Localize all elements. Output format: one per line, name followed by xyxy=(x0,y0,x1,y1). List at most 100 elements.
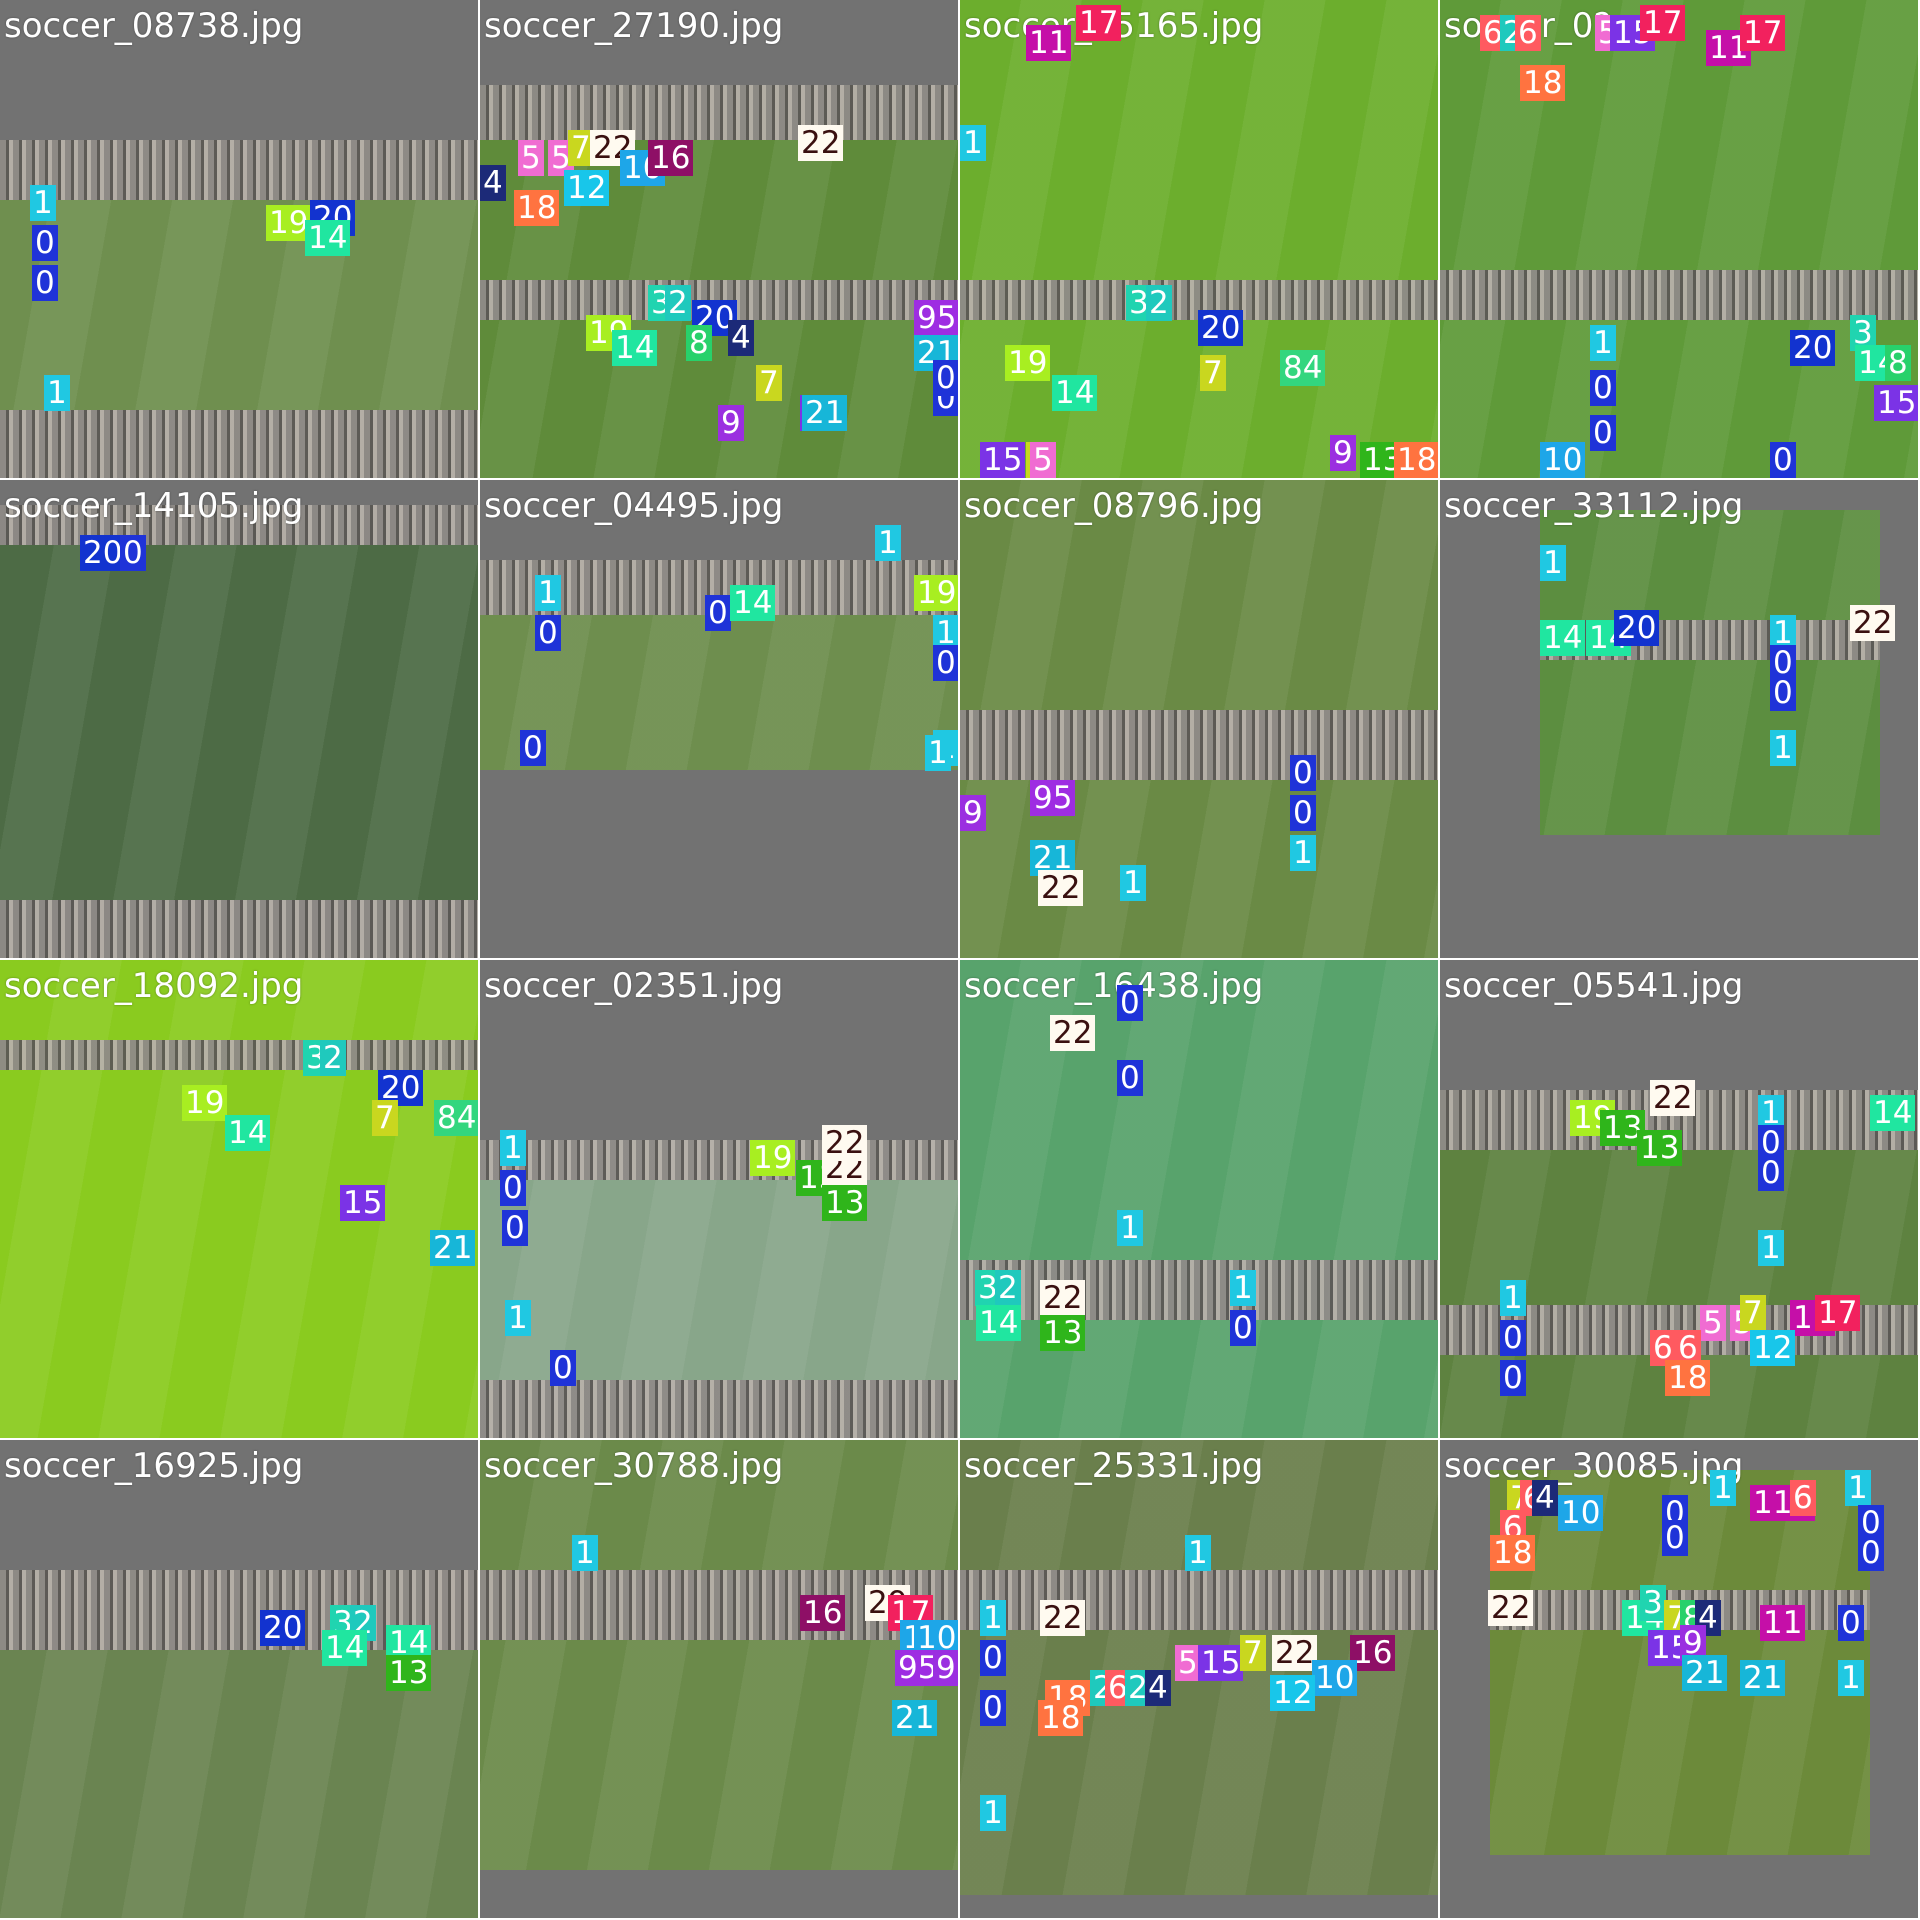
class-label-box: 9 xyxy=(1330,435,1356,471)
stadium-stand xyxy=(480,85,958,140)
class-label-box: 13 xyxy=(1637,1130,1682,1166)
class-label-box: 0 xyxy=(1290,755,1316,791)
class-label-box: 0 xyxy=(1662,1520,1688,1556)
class-label-box: 7 xyxy=(1200,355,1226,391)
class-label-box: 3 xyxy=(1640,1585,1666,1621)
mosaic-tile: soccer_08796.jpg 9 95 21 22 1 0 0 1 xyxy=(960,480,1438,958)
class-label-box: 10 xyxy=(1312,1660,1357,1696)
class-label-box: 1 xyxy=(980,1795,1006,1831)
class-label-box: 1 xyxy=(535,575,561,611)
stadium-stand xyxy=(0,140,478,200)
class-label-box: 1 xyxy=(500,1130,526,1166)
tile-filename: soccer_18092.jpg xyxy=(4,966,303,1006)
class-label-box: 1 xyxy=(1590,325,1616,361)
class-label-box: 1 xyxy=(925,735,951,771)
class-label-box: 1 xyxy=(1838,1660,1864,1696)
class-label-box: 1 xyxy=(30,185,56,221)
mosaic-tile: soccer_14105.jpg 20 0 xyxy=(0,480,478,958)
tile-photo xyxy=(960,960,1438,1438)
class-label-box: 16 xyxy=(648,140,693,176)
class-label-box: 4 xyxy=(480,165,506,201)
class-label-box: 19 xyxy=(182,1085,227,1121)
class-label-box: 2 xyxy=(995,1270,1021,1306)
class-label-box: 0 xyxy=(980,1640,1006,1676)
class-label-box: 14 xyxy=(976,1305,1021,1341)
tile-filename: soccer_27190.jpg xyxy=(484,6,783,46)
class-label-box: 0 xyxy=(520,730,546,766)
mosaic-tile: soccer_08738.jpg 1 0 0 1 19 20 14 xyxy=(0,0,478,478)
class-label-box: 8 xyxy=(686,325,712,361)
stadium-stand xyxy=(960,710,1438,780)
class-label-box: 20 xyxy=(1790,330,1835,366)
class-label-box: 7 xyxy=(372,1100,398,1136)
class-label-box: 22 xyxy=(1040,1280,1085,1316)
class-label-box: 1 xyxy=(960,125,986,161)
class-label-box: 84 xyxy=(434,1100,478,1136)
class-label-box: 1 xyxy=(980,1600,1006,1636)
class-label-box: 0 xyxy=(705,595,731,631)
class-label-box: 21 xyxy=(430,1230,475,1266)
class-label-box: 1 xyxy=(1770,730,1796,766)
class-label-box: 1 xyxy=(44,375,70,411)
mosaic-tile: soccer_27190.jpg 22 5 5 7 22 10 16 4 18 12 3 2 20 19 14… xyxy=(480,0,958,478)
class-label-box: 95 xyxy=(914,300,958,336)
class-label-box: 11 xyxy=(1026,25,1071,61)
class-label-box: 1 xyxy=(1710,1470,1736,1506)
mosaic-tile: soccer_33112.jpg 1 14 14 20 1 0 0 1 22 xyxy=(1440,480,1918,958)
mosaic-tile: soccer_16438.jpg 22 0 0 1 3 2 22 14 13 1 0 xyxy=(960,960,1438,1438)
class-label-box: 20 xyxy=(260,1610,305,1646)
tile-photo xyxy=(960,0,1438,478)
class-label-box: 9 xyxy=(960,795,986,831)
class-label-box: 1 xyxy=(1290,835,1316,871)
mosaic-tile: soccer_18092.jpg 3 2 20 19 7 84 14 15 21 xyxy=(0,960,478,1438)
tile-filename: soccer_08738.jpg xyxy=(4,6,303,46)
class-label-box: 1 xyxy=(875,525,901,561)
class-label-box: 14 xyxy=(1870,1095,1915,1131)
class-label-box: 0 xyxy=(1838,1605,1864,1641)
class-label-box: 1 xyxy=(1845,1470,1871,1506)
class-label-box: 1 xyxy=(1120,865,1146,901)
class-label-box: 5 xyxy=(1030,442,1056,478)
class-label-box: 11 xyxy=(1760,1605,1805,1641)
class-label-box: 7 xyxy=(1740,1295,1766,1331)
class-label-box: 7 xyxy=(756,365,782,401)
tile-photo xyxy=(0,505,478,958)
tile-filename: soccer_16925.jpg xyxy=(4,1446,303,1486)
class-label-box: 8 xyxy=(1885,345,1911,381)
class-label-box: 0 xyxy=(32,225,58,261)
class-label-box: 14 xyxy=(1540,620,1585,656)
tile-photo xyxy=(480,1440,958,1870)
class-label-box: 2 xyxy=(1146,285,1172,321)
tile-filename: soccer_30788.jpg xyxy=(484,1446,783,1486)
class-label-box: 22 xyxy=(1050,1015,1095,1051)
class-label-box: 18 xyxy=(514,190,559,226)
mosaic-tile: soccer_02351.jpg 1 0 0 1 0 19 13 22 13 22 xyxy=(480,960,958,1438)
class-label-box: 18 xyxy=(1665,1360,1710,1396)
tile-filename: soccer_25331.jpg xyxy=(964,1446,1263,1486)
class-label-box: 0 xyxy=(980,1690,1006,1726)
class-label-box: 0 xyxy=(1290,795,1316,831)
class-label-box: 0 xyxy=(500,1170,526,1206)
class-label-box: 0 xyxy=(1858,1535,1884,1571)
class-label-box: 2 xyxy=(665,285,691,321)
class-label-box: 0 xyxy=(1117,985,1143,1021)
tile-photo xyxy=(1540,510,1880,835)
class-label-box: 6 xyxy=(1515,15,1541,51)
class-label-box: 17 xyxy=(1740,15,1785,51)
class-label-box: 22 xyxy=(1650,1080,1695,1116)
class-label-box: 17 xyxy=(1076,5,1121,41)
tile-photo xyxy=(1440,0,1918,478)
class-label-box: 18 xyxy=(1394,442,1438,478)
mosaic-tile: soccer_25331.jpg 1 1 22 0 0 5 15 7 22 16 2 6 2 4 10 18 12… xyxy=(960,1440,1438,1918)
class-label-box: 14 xyxy=(1052,375,1097,411)
class-label-box: 0 xyxy=(1590,415,1616,451)
class-label-box: 20 xyxy=(1198,310,1243,346)
stadium-stand xyxy=(0,900,478,958)
class-label-box: 21 xyxy=(802,395,847,431)
class-label-box: 4 xyxy=(1145,1670,1171,1706)
mosaic-tile: soccer_0?62651517111718100203148151000 xyxy=(1440,0,1918,478)
class-label-box: 22 xyxy=(1850,605,1895,641)
class-label-box: 10 xyxy=(1540,442,1585,478)
class-label-box: 13 xyxy=(386,1655,431,1691)
